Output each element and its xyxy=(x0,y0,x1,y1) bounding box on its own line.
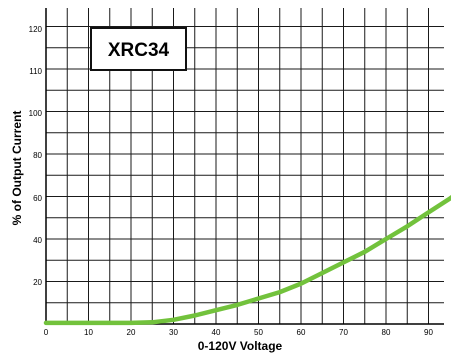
title-frame xyxy=(90,27,187,71)
x-tick-label: 70 xyxy=(339,328,348,337)
x-tick-label: 50 xyxy=(254,328,263,337)
x-tick-label: 10 xyxy=(84,328,93,337)
chart-title: XRC34 xyxy=(108,40,170,61)
x-axis-title: 0-120V Voltage xyxy=(198,339,283,353)
x-tick-label: 80 xyxy=(382,328,391,337)
y-tick-label: 80 xyxy=(33,151,42,160)
y-axis-title: % of Output Current xyxy=(10,111,24,226)
x-tick-label: 60 xyxy=(297,328,306,337)
x-tick-label: 20 xyxy=(127,328,136,337)
series-line xyxy=(43,195,451,326)
x-tick-label: 30 xyxy=(169,328,178,337)
y-tick-label: 60 xyxy=(33,194,42,203)
y-tick-label: 100 xyxy=(29,109,43,118)
x-tick-label: 0 xyxy=(44,328,49,337)
y-tick-label: 40 xyxy=(33,236,42,245)
tick-labels: 0102030405060708090100110204060801001101… xyxy=(29,25,434,337)
series-layer xyxy=(43,195,451,326)
x-tick-label: 90 xyxy=(424,328,433,337)
y-tick-label: 20 xyxy=(33,278,42,287)
x-tick-label: 40 xyxy=(212,328,221,337)
y-tick-label: 120 xyxy=(29,25,43,34)
y-tick-label: 110 xyxy=(29,67,42,76)
chart-title-box: XRC34 xyxy=(90,27,187,71)
